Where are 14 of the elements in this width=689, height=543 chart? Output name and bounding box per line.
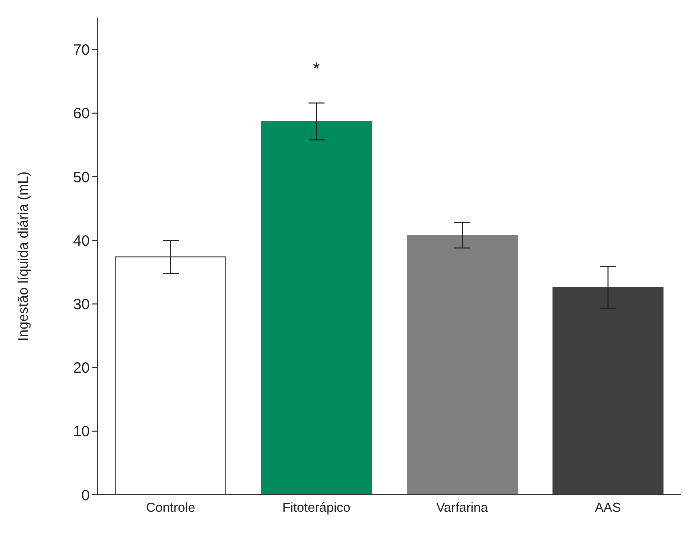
y-tick-label: 50 [73, 169, 90, 186]
y-axis-title: Ingestão líquida diária (mL) [14, 172, 31, 342]
annotation: * [313, 59, 320, 80]
y-tick-label: 0 [82, 487, 90, 504]
y-tick-label: 30 [73, 296, 90, 314]
x-tick-label: Fitoterápico [282, 500, 351, 516]
x-tick-label: AAS [595, 500, 622, 516]
x-tick-label: Varfarina [436, 500, 490, 516]
y-tick-label: 20 [73, 360, 90, 378]
y-tick-label: 60 [73, 106, 90, 123]
y-tick-label: 10 [73, 424, 90, 441]
y-tick-label: 70 [73, 42, 90, 60]
x-tick-label: Controle [146, 500, 196, 516]
y-tick-label: 40 [73, 232, 90, 250]
